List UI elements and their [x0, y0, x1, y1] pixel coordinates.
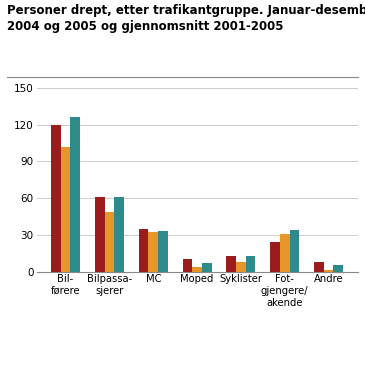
Bar [139, 229, 149, 272]
Bar [158, 231, 168, 272]
Bar [280, 234, 289, 272]
Bar [95, 197, 105, 272]
Bar [149, 232, 158, 272]
Text: Personer drept, etter trafikantgruppe. Januar-desember.
2004 og 2005 og gjennoms: Personer drept, etter trafikantgruppe. J… [7, 4, 365, 33]
Bar [226, 256, 236, 272]
Bar [236, 262, 246, 272]
Bar [114, 197, 124, 272]
Bar [105, 212, 114, 272]
Bar [70, 117, 80, 272]
Bar [270, 242, 280, 272]
Bar [314, 262, 324, 272]
Bar [192, 267, 202, 272]
Bar [182, 259, 192, 272]
Bar [246, 256, 255, 272]
Bar [324, 270, 334, 272]
Bar [202, 263, 212, 272]
Legend: 2004, 2005, 2001-2005: 2004, 2005, 2001-2005 [89, 365, 305, 367]
Bar [334, 265, 343, 272]
Bar [289, 230, 299, 272]
Bar [61, 147, 70, 272]
Bar [51, 125, 61, 272]
